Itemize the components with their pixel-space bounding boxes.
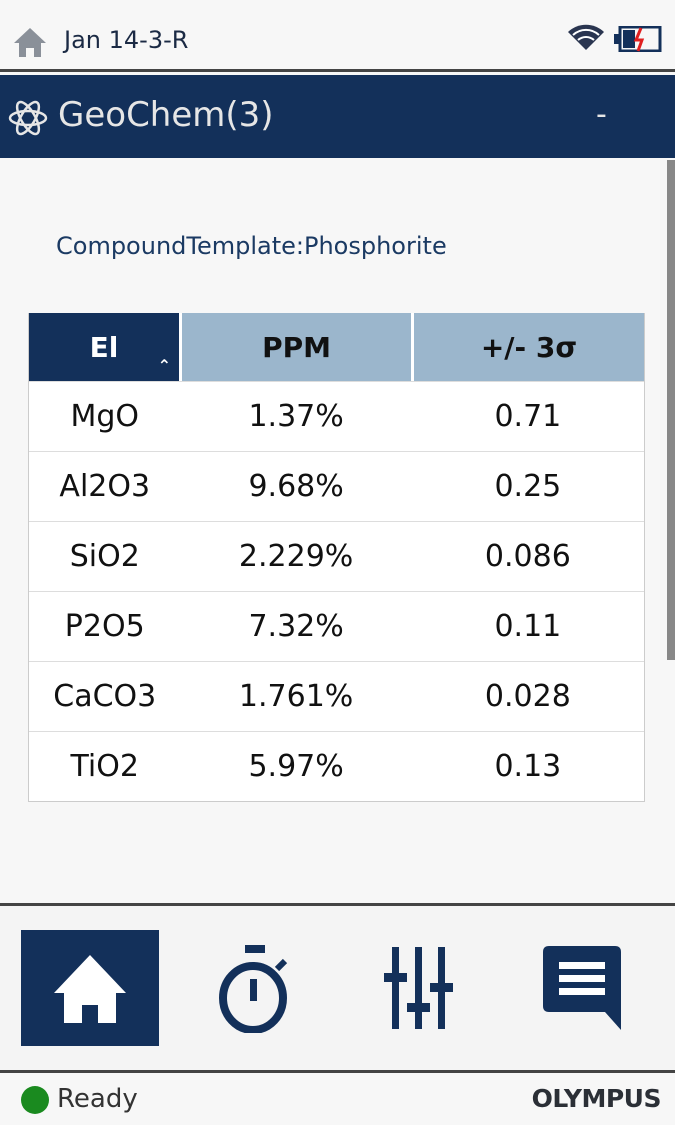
atom-icon — [8, 100, 48, 136]
table-header: El ⌃ PPM +/- 3σ — [29, 313, 644, 381]
file-name: Jan 14-3-R — [64, 26, 189, 54]
ppm-cell: 1.761% — [238, 679, 354, 714]
battery-charging-icon — [614, 26, 662, 52]
wifi-icon — [568, 24, 604, 50]
element-cell: CaCO3 — [53, 679, 157, 714]
error-cell: 0.13 — [494, 749, 562, 784]
ppm-cell: 9.68% — [248, 469, 344, 504]
column-header-el[interactable]: El ⌃ — [29, 313, 180, 381]
ppm-cell: 2.229% — [238, 539, 354, 574]
app-title: GeoChem(3) — [58, 95, 274, 135]
table-row[interactable]: P2O5 7.32% 0.11 — [29, 591, 644, 661]
message-icon — [543, 946, 621, 1030]
minimize-button[interactable]: - — [596, 97, 607, 132]
nav-timer-button[interactable] — [186, 930, 324, 1046]
error-cell: 0.71 — [494, 399, 562, 434]
footer: Ready OLYMPUS — [0, 1076, 675, 1125]
element-cell: Al2O3 — [59, 469, 151, 504]
status-indicator-icon — [21, 1086, 49, 1114]
table-row[interactable]: MgO 1.37% 0.71 — [29, 381, 644, 451]
status-text: Ready — [57, 1084, 138, 1114]
ppm-cell: 7.32% — [248, 609, 344, 644]
compound-template-label: CompoundTemplate:Phosphorite — [56, 232, 447, 260]
element-cell: P2O5 — [64, 609, 145, 644]
home-icon — [54, 955, 126, 1023]
table-row[interactable]: TiO2 5.97% 0.13 — [29, 731, 644, 801]
app-title-bar: GeoChem(3) - — [0, 75, 675, 158]
bottom-nav — [0, 903, 675, 1073]
ppm-cell: 1.37% — [248, 399, 344, 434]
table-row[interactable]: CaCO3 1.761% 0.028 — [29, 661, 644, 731]
table-row[interactable]: SiO2 2.229% 0.086 — [29, 521, 644, 591]
nav-home-button[interactable] — [21, 930, 159, 1046]
sliders-icon — [384, 947, 453, 1029]
table-row[interactable]: Al2O3 9.68% 0.25 — [29, 451, 644, 521]
column-header-ppm[interactable]: PPM — [182, 313, 412, 381]
timer-icon — [219, 945, 288, 1033]
column-header-error[interactable]: +/- 3σ — [414, 313, 644, 381]
nav-settings-button[interactable] — [350, 930, 488, 1046]
error-cell: 0.028 — [484, 679, 571, 714]
sort-ascending-icon: ⌃ — [157, 356, 172, 375]
ppm-cell: 5.97% — [248, 749, 344, 784]
status-bar: Jan 14-3-R — [0, 0, 675, 72]
error-cell: 0.25 — [494, 469, 562, 504]
results-table: El ⌃ PPM +/- 3σ MgO 1.37% 0.71 Al2O3 9.68% 0.2… — [28, 313, 645, 802]
scrollbar[interactable] — [667, 160, 675, 660]
element-cell: MgO — [70, 399, 140, 434]
home-icon[interactable] — [12, 26, 48, 58]
nav-messages-button[interactable] — [514, 930, 652, 1046]
error-cell: 0.086 — [484, 539, 571, 574]
brand-logo: OLYMPUS — [531, 1084, 662, 1113]
error-cell: 0.11 — [494, 609, 562, 644]
element-cell: SiO2 — [69, 539, 140, 574]
element-cell: TiO2 — [70, 749, 139, 784]
